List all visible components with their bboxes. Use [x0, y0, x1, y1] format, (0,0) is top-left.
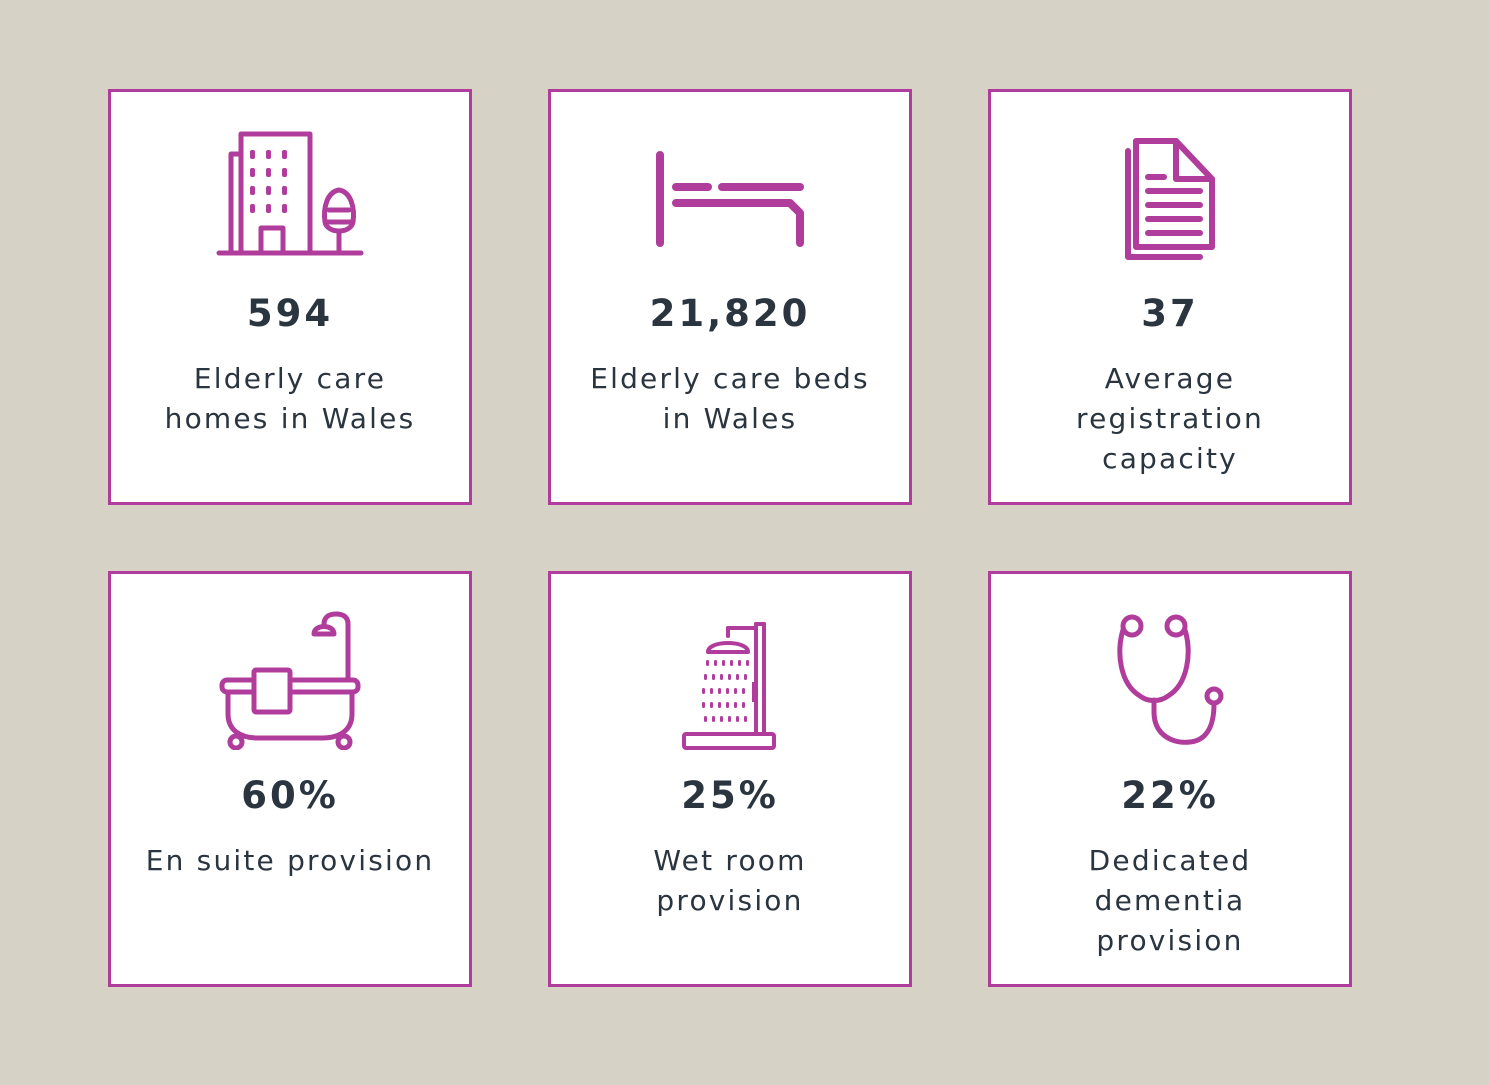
stat-label: Elderly care homes in Wales: [164, 362, 416, 435]
stat-card-care-beds: 21,820 Elderly care beds in Wales: [548, 89, 912, 505]
stat-label: En suite provision: [145, 844, 435, 877]
stat-value: 25%: [681, 774, 779, 817]
stat-card-care-homes: 594 Elderly care homes in Wales: [108, 89, 472, 505]
stat-label: Average registration capacity: [1076, 362, 1264, 475]
stat-value: 22%: [1121, 774, 1219, 817]
bed-icon: [551, 147, 909, 251]
stat-card-en-suite: 60% En suite provision: [108, 571, 472, 987]
care-home-building-icon: [111, 130, 469, 260]
stat-label: Wet room provision: [653, 844, 807, 917]
document-icon: [991, 137, 1349, 262]
shower-icon: [551, 620, 909, 752]
stat-value: 37: [1141, 292, 1199, 335]
stat-value: 60%: [241, 774, 339, 817]
bathtub-icon: [111, 610, 469, 750]
stat-value: 21,820: [649, 292, 811, 335]
stat-label: Dedicated dementia provision: [1088, 844, 1252, 957]
stat-value: 594: [246, 292, 334, 335]
stethoscope-icon: [991, 612, 1349, 748]
stat-card-wet-room: 25% Wet room provision: [548, 571, 912, 987]
stat-label: Elderly care beds in Wales: [590, 362, 870, 435]
stat-card-registration-capacity: 37 Average registration capacity: [988, 89, 1352, 505]
stat-card-dementia: 22% Dedicated dementia provision: [988, 571, 1352, 987]
